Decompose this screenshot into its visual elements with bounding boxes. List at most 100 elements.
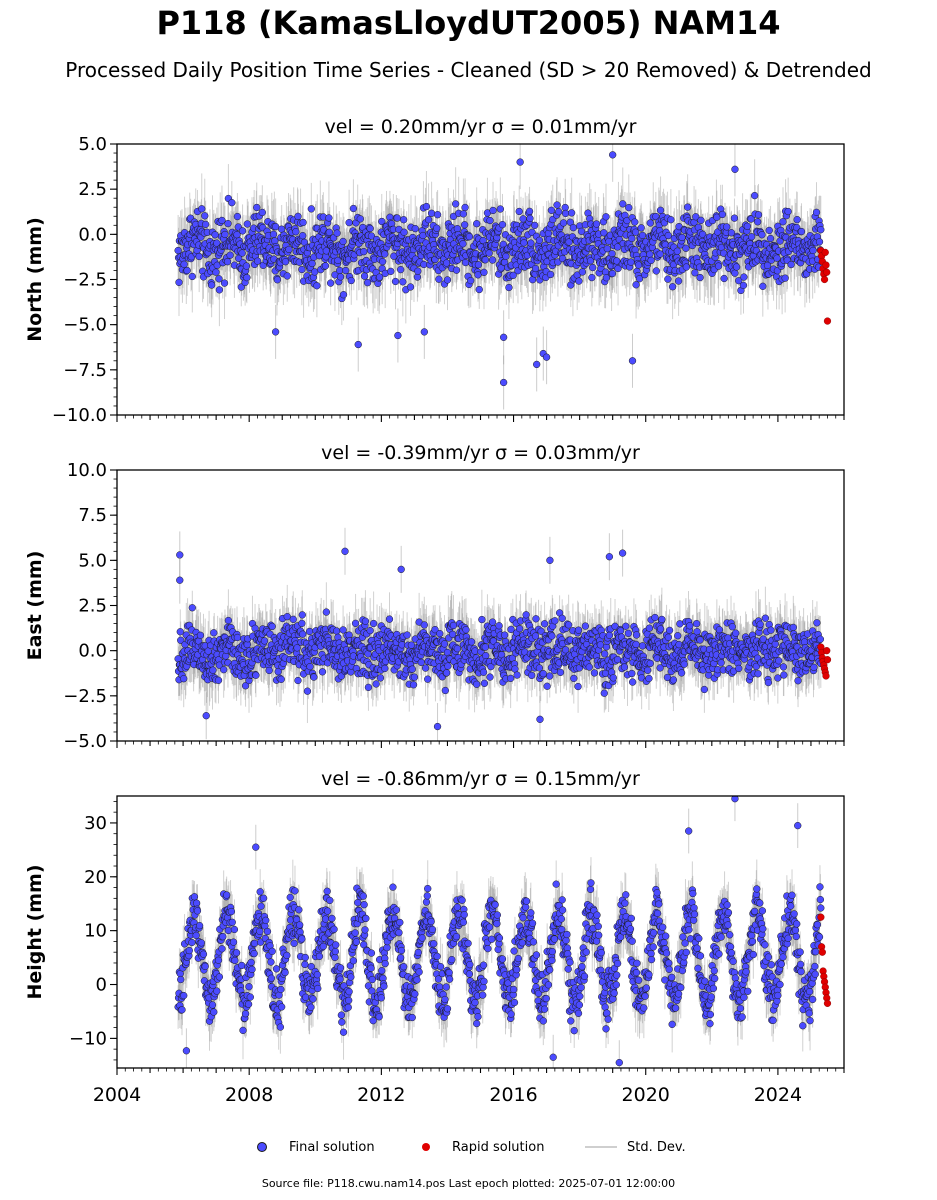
final-point <box>793 216 801 224</box>
final-point <box>697 216 705 224</box>
final-point <box>815 238 824 246</box>
final-point <box>766 234 775 243</box>
final-point <box>732 263 741 271</box>
final-point <box>360 272 369 280</box>
final-point <box>603 244 611 253</box>
final-point <box>201 212 209 220</box>
final-point <box>233 212 242 221</box>
rapid-point <box>823 268 831 276</box>
final-point <box>406 283 415 291</box>
final-point <box>196 631 205 639</box>
final-point-outlier <box>609 151 617 159</box>
final-point <box>720 274 728 283</box>
final-point <box>754 218 762 226</box>
final-point <box>646 250 654 258</box>
final-point <box>730 214 739 222</box>
final-point <box>215 286 224 294</box>
final-point <box>475 285 483 294</box>
final-point <box>608 250 616 258</box>
final-point <box>452 266 461 274</box>
figure-title: P118 (KamasLloydUT2005) NAM14 <box>156 4 781 42</box>
rapid-point <box>822 261 830 269</box>
final-point <box>387 267 395 275</box>
final-point <box>334 256 342 265</box>
final-point <box>303 687 312 695</box>
final-point-outlier <box>731 165 739 173</box>
final-point <box>743 222 751 230</box>
final-point <box>242 262 251 270</box>
final-point <box>765 226 773 235</box>
final-point <box>569 224 578 232</box>
final-point-outlier <box>542 353 551 361</box>
final-point <box>779 218 787 226</box>
final-point <box>207 281 216 289</box>
y-tick-label: 5.0 <box>78 134 107 155</box>
final-point <box>638 231 647 240</box>
y-tick-label: −7.5 <box>63 360 107 381</box>
final-point <box>682 263 690 271</box>
final-point <box>479 236 487 245</box>
final-point-outlier <box>628 357 637 365</box>
final-point <box>632 281 640 289</box>
final-point <box>515 207 523 216</box>
final-point <box>243 220 251 228</box>
final-point <box>221 230 229 239</box>
final-point <box>214 676 223 684</box>
final-point <box>307 205 315 213</box>
final-point <box>347 276 355 285</box>
final-point <box>553 201 561 209</box>
final-point <box>235 254 243 262</box>
final-point-outlier <box>420 328 428 336</box>
final-point <box>461 203 469 212</box>
final-point <box>378 217 386 226</box>
final-point <box>393 214 401 222</box>
final-point-outlier <box>516 158 524 166</box>
final-point <box>321 262 330 270</box>
final-point <box>269 230 278 238</box>
final-point <box>233 633 242 642</box>
final-point <box>339 237 347 246</box>
final-point <box>747 233 756 241</box>
final-point <box>306 662 314 671</box>
final-point <box>567 209 576 217</box>
final-point <box>750 191 759 200</box>
final-point <box>226 251 234 259</box>
final-point <box>602 274 611 282</box>
final-point-outlier <box>499 378 508 387</box>
y-axis-label: North (mm) <box>24 217 46 342</box>
final-point <box>381 250 389 258</box>
final-point <box>561 209 570 218</box>
final-point <box>673 247 681 255</box>
final-point <box>277 675 285 683</box>
final-point <box>299 232 307 240</box>
final-point <box>739 281 748 290</box>
final-point <box>180 675 188 683</box>
final-point <box>812 208 821 217</box>
rapid-point <box>823 317 832 325</box>
final-point <box>498 220 507 229</box>
final-point <box>519 215 527 223</box>
final-point <box>180 260 188 268</box>
final-point <box>635 261 643 269</box>
final-point <box>520 239 528 247</box>
final-point-outlier <box>271 328 280 336</box>
final-point <box>339 291 348 299</box>
final-point <box>265 666 273 675</box>
final-point <box>692 213 700 221</box>
final-point <box>731 269 739 277</box>
final-point <box>422 202 431 211</box>
final-point-outlier <box>499 333 508 341</box>
final-point <box>424 216 433 224</box>
final-point <box>336 273 345 281</box>
final-point <box>656 250 664 258</box>
final-point <box>215 275 223 283</box>
final-point <box>294 212 302 221</box>
final-point <box>241 682 250 690</box>
final-point <box>461 221 469 229</box>
final-point <box>183 266 191 275</box>
final-point <box>210 629 218 637</box>
final-point <box>268 622 276 631</box>
final-point <box>527 239 535 247</box>
